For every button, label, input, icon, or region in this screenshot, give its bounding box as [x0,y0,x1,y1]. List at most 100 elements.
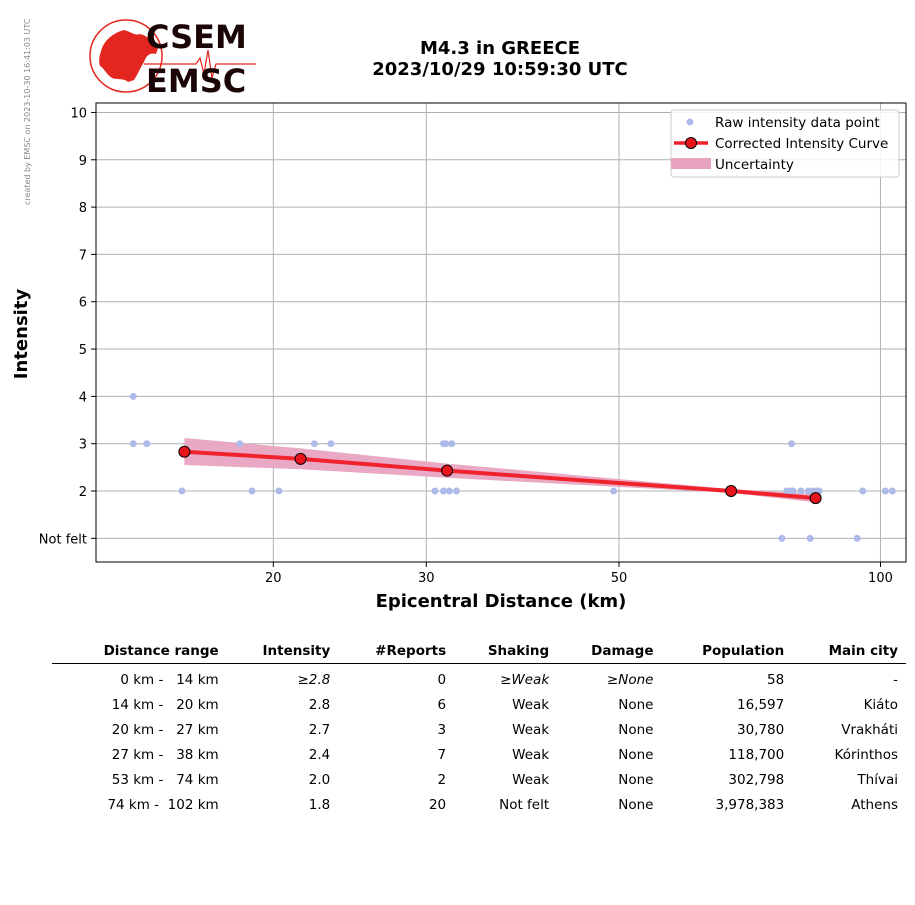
csem-emsc-logo: CSEM EMSC [89,18,256,98]
raw-data-point [445,487,453,495]
raw-data-point [129,392,137,400]
legend-uncertainty-label: Uncertainty [715,157,794,173]
raw-data-point [310,440,318,448]
x-axis-label: Epicentral Distance (km) [376,591,627,612]
raw-data-point [789,487,797,495]
curve-layer [178,445,822,505]
cell-reports: 3 [437,721,447,738]
legend-box [670,109,900,178]
y-axis-label: Intensity [11,289,32,380]
cell-distance: 0 km - 14 km [120,671,219,688]
logo-seismogram [144,49,256,79]
cell-distance: 53 km - 74 km [111,771,219,788]
y-tick-label: 7 [79,248,87,263]
raw-data-point [448,440,456,448]
cell-population: 30,780 [736,721,785,738]
cell-shaking: Weak [512,696,550,713]
cell-city: - [893,671,898,688]
y-tick-label: 10 [70,106,87,121]
raw-data-point [853,534,861,542]
x-tick-label: 30 [418,571,435,586]
raw-data-point [806,534,814,542]
title-line-2: 2023/10/29 10:59:30 UTC [372,59,628,80]
cell-reports: 20 [428,796,447,813]
raw-data-point [888,487,896,495]
cell-intensity: 2.7 [308,721,331,738]
table-row: 74 km - 102 km 1.8 20 Not felt None 3,97… [52,792,906,817]
cell-intensity: 2.8 [308,696,331,713]
intensity-summary-table: Distance range Intensity #Reports Shakin… [52,641,906,817]
cell-city: Kiáto [863,696,898,713]
curve-marker [809,492,822,505]
raw-data-point [797,487,805,495]
cell-reports: 6 [437,696,447,713]
cell-city: Kórinthos [834,746,898,763]
table-row: 20 km - 27 km 2.7 3 Weak None 30,780 Vra… [52,717,906,742]
cell-intensity: ≥2.8 [297,671,331,688]
legend-curve-marker [685,137,697,149]
raw-data-point [236,440,244,448]
curve-marker [178,445,191,458]
creation-note: created by EMSC on 2023-10-30 16:41:03 U… [23,18,32,205]
y-tick-label: 3 [79,438,87,453]
cell-intensity: 1.8 [308,796,331,813]
logo-text-bottom: EMSC [146,62,246,98]
chart-title: M4.3 in GREECE 2023/10/29 10:59:30 UTC [300,38,700,80]
table-row: 0 km - 14 km ≥2.8 0 ≥Weak ≥None 58 - [52,664,906,693]
y-tick-label: 4 [79,390,87,405]
cell-population: 16,597 [736,696,785,713]
cell-shaking: ≥Weak [500,671,550,688]
cell-population: 302,798 [728,771,785,788]
raw-data-point [788,440,796,448]
logo-map-shape [99,30,158,82]
cell-intensity: 2.4 [308,746,331,763]
intensity-chart: 20 30 50 100 Not felt 2 3 4 5 6 7 8 9 10 Epicentral D… [11,102,907,612]
raw-data-point [442,440,450,448]
logo-text-top: CSEM [146,18,247,56]
cell-population: 58 [767,671,785,688]
cell-distance: 27 km - 38 km [111,746,219,763]
column-header-intensity: Intensity [226,641,339,664]
table-header-row: Distance range Intensity #Reports Shakin… [52,641,906,664]
column-header-shaking: Shaking [454,641,558,664]
y-tick-label: 2 [79,485,87,500]
column-header-population: Population [661,641,793,664]
legend: Raw intensity data point Corrected Inten… [670,109,900,178]
y-tick-label: 8 [79,201,87,216]
raw-data-point [129,440,137,448]
y-tick-label: 5 [79,343,87,358]
legend-curve-label: Corrected Intensity Curve [715,136,888,152]
raw-data-point [143,440,151,448]
cell-damage: None [618,796,654,813]
raw-data-point [275,487,283,495]
y-tick-label: 9 [79,154,87,169]
logo-globe-icon [89,19,163,93]
raw-data-point [439,487,447,495]
column-header-reports: #Reports [338,641,455,664]
legend-raw-label: Raw intensity data point [715,115,880,131]
raw-points-layer [129,392,896,542]
cell-damage: None [618,696,654,713]
table-row: 14 km - 20 km 2.8 6 Weak None 16,597 Kiá… [52,692,906,717]
y-tick-label: Not felt [39,532,87,547]
curve-marker [294,452,307,465]
cell-distance: 20 km - 27 km [111,721,219,738]
table-row: 53 km - 74 km 2.0 2 Weak None 302,798 Th… [52,767,906,792]
cell-city: Thívai [857,771,898,788]
column-header-damage: Damage [557,641,662,664]
axis-ticks: 20 30 50 100 Not felt 2 3 4 5 6 7 8 9 10 [39,106,893,586]
cell-damage: None [618,721,654,738]
plot-frame [95,102,907,563]
cell-reports: 0 [437,671,447,688]
cell-reports: 7 [437,746,447,763]
curve-marker [725,485,738,498]
cell-population: 3,978,383 [715,796,785,813]
cell-shaking: Weak [512,771,550,788]
legend-raw-marker [686,118,694,126]
column-header-distance: Distance range [52,641,227,664]
raw-data-point [859,487,867,495]
cell-shaking: Not felt [499,796,550,813]
x-tick-label: 50 [611,571,628,586]
x-tick-label: 20 [265,571,282,586]
y-tick-label: 6 [79,296,87,311]
